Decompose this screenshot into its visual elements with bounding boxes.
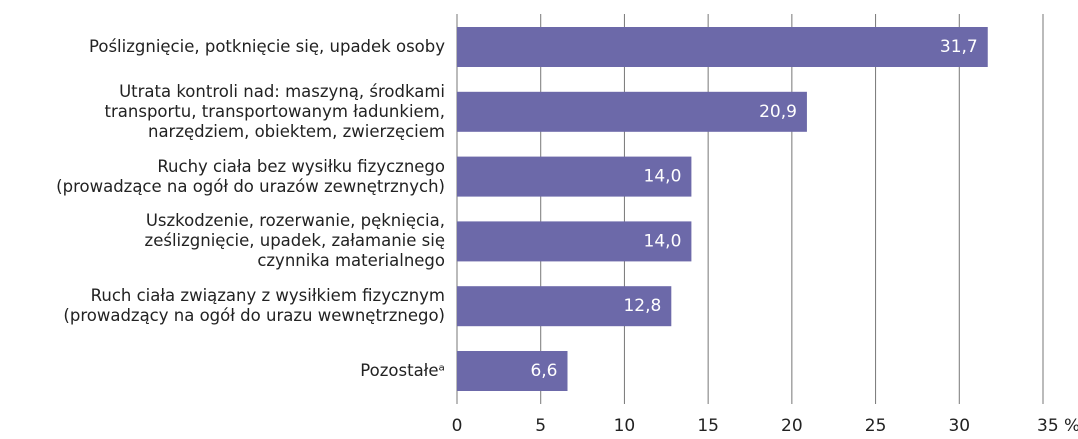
x-tick-label: 15 <box>697 416 719 436</box>
category-label: Pozostałeᵃ <box>360 361 445 380</box>
bar <box>457 221 692 262</box>
value-label: 31,7 <box>940 37 978 57</box>
bar <box>457 351 568 391</box>
value-label: 20,9 <box>759 102 797 122</box>
value-label: 14,0 <box>644 231 682 251</box>
category-label: Poślizgnięcie, potknięcie się, upadek os… <box>89 37 445 56</box>
x-tick-label: 25 <box>865 416 887 436</box>
x-tick-label: 20 <box>781 416 803 436</box>
value-label: 12,8 <box>623 296 661 316</box>
value-label: 6,6 <box>530 361 557 381</box>
bar <box>457 286 672 327</box>
bar <box>457 91 807 132</box>
category-label: Ruchy ciała bez wysiłku fizycznego (prow… <box>56 156 445 196</box>
x-tick-label: 0 <box>452 416 463 436</box>
category-label: Utrata kontroli nad: maszyną, środkami t… <box>104 81 445 141</box>
x-tick-label: 5 <box>535 416 546 436</box>
x-tick-label: 10 <box>614 416 636 436</box>
category-label: Uszkodzenie, rozerwanie, pęknięcia, ześl… <box>144 211 445 271</box>
value-label: 14,0 <box>644 167 682 187</box>
x-tick-label: 30 <box>948 416 970 436</box>
bar <box>457 27 988 67</box>
category-label: Ruch ciała związany z wysiłkiem fizyczny… <box>63 286 445 326</box>
x-tick-label: 35 % <box>1037 416 1078 436</box>
bar <box>457 156 692 197</box>
